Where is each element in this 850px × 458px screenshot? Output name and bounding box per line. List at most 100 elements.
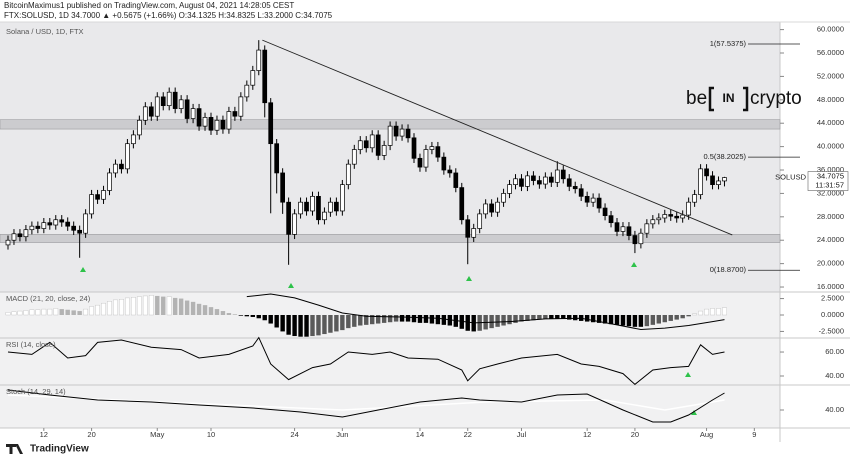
macd-bar [668,315,673,321]
macd-bar [459,315,464,329]
candle-body [608,215,614,224]
macd-bar [190,301,196,315]
macd-bar [65,309,70,315]
macd-bar [268,315,273,324]
candle-body [298,201,303,215]
signal-arrows [80,262,697,415]
macd-bar [513,315,518,323]
x-tick-label: 9 [752,430,756,439]
macd-bar [214,309,220,315]
macd-bar [71,310,76,315]
macd-bar [328,315,333,333]
candle-body [602,207,608,217]
candle-body [172,91,178,109]
macd-bar [310,315,315,337]
candle-body [710,175,715,185]
candle-body [531,175,536,181]
macd-bar [602,315,608,324]
footer-logo-icon [6,444,23,454]
candle-body [489,203,494,213]
indicator-line [7,394,725,411]
macd-bar [465,315,470,331]
y-tick-label: 2.5000 [821,294,844,303]
symbol-label: SOLUSD [775,173,806,182]
candle-body [17,233,23,238]
candle-body [441,156,447,171]
macd-bar [423,315,429,323]
macd-bar [375,315,381,324]
macd-bar [304,315,309,337]
macd-bar [292,315,297,337]
macd-bar [238,315,244,316]
arrow [691,410,697,415]
candle-body [244,84,250,98]
macd-bar [429,315,435,324]
macd-bar [405,315,411,322]
candle-body [202,117,208,127]
macd-bar [358,315,363,326]
macd-bar [626,315,632,327]
macd-bar [525,315,530,321]
candle-body [698,168,703,195]
candle-body [465,219,471,238]
candle-body [196,108,202,127]
macd-bar [77,311,82,315]
candle-body [596,197,602,209]
macd-bar [567,315,572,320]
candle-body [477,213,483,229]
arrow [288,283,294,288]
x-tick-label: 12 [40,430,48,439]
x-tick-label: 12 [583,430,591,439]
candle-body [154,96,160,117]
candle-body [548,176,554,183]
candles [5,40,727,265]
y-tick-label: 48.0000 [817,95,844,104]
arrow [80,267,86,272]
x-tick-label: 20 [87,430,95,439]
macd-bar [232,314,238,315]
macd-bar [411,315,417,323]
y-tick-label: 36.0000 [817,165,844,174]
candle-body [692,194,697,203]
macd-bar [608,315,614,325]
countdown-label: 11:31:57 [815,181,844,190]
macd-bar [196,303,202,315]
y-tick-label: 28.0000 [817,212,844,221]
candle-body [513,178,518,185]
macd-bar [119,299,124,316]
candle-body [113,163,118,174]
y-tick-label: 40.0000 [817,142,844,151]
candle-body [357,140,363,150]
candle-body [435,146,441,158]
macd-bar [364,315,369,325]
macd-bar [638,315,644,327]
candle-body [345,163,351,185]
macd-bar [166,296,172,316]
macd-bar [130,297,136,316]
watermark-pre: be [686,88,707,109]
indicator-title: Stoch (14, 29, 14) [6,387,66,396]
macd-bar [596,315,602,323]
macd-bar [101,302,106,316]
macd-bar [89,306,94,316]
candle-body [328,201,333,213]
candle-body [148,106,154,117]
candle-body [716,180,721,185]
macd-bar [95,304,100,316]
macd-bar [172,297,178,315]
macd-bar [417,315,423,323]
macd-bar [220,311,226,315]
candle-body [334,201,339,212]
macd-bar [280,315,285,332]
indicator-line [7,389,725,423]
macd-bar [674,315,679,320]
candle-body [280,172,285,203]
macd-bar [704,308,709,316]
candle-body [53,219,59,226]
symbol-line: FTX:SOLUSD, 1D 34.7000 ▲ +0.5675 (+1.66%… [4,11,333,20]
macd-bar [590,315,596,323]
indicator-title: MACD (21, 20, close, 24) [6,294,91,303]
macd-bar [722,307,727,316]
fib-label: 0.5(38.2025) [703,152,746,161]
